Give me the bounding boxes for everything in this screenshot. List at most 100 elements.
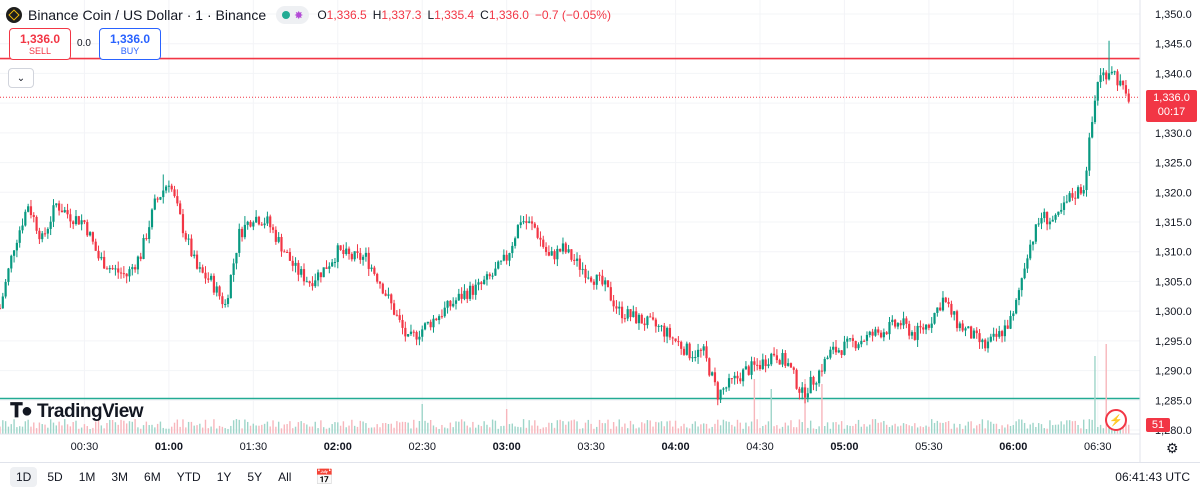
volume-bar bbox=[970, 421, 972, 434]
range-ytd[interactable]: YTD bbox=[176, 469, 201, 484]
candle-body bbox=[851, 338, 854, 342]
volume-bar bbox=[565, 424, 567, 434]
volume-bar bbox=[663, 426, 665, 434]
ohlc-close: C1,336.0 bbox=[480, 8, 529, 22]
ohlc-high: H1,337.3 bbox=[372, 8, 422, 22]
volume-bar bbox=[466, 425, 468, 434]
candle-body bbox=[635, 311, 638, 324]
price-tick-label: 1,325.0 bbox=[1155, 158, 1192, 170]
price-tick-label: 1,305.0 bbox=[1155, 276, 1192, 288]
volume-bar bbox=[376, 424, 378, 434]
range-all[interactable]: All bbox=[278, 469, 292, 484]
candle-body bbox=[142, 238, 145, 259]
volume-bar bbox=[945, 422, 947, 434]
price-tick-label: 1,345.0 bbox=[1155, 39, 1192, 51]
volume-bar bbox=[92, 427, 94, 434]
volume-bar bbox=[339, 425, 342, 434]
candle-body bbox=[595, 274, 598, 285]
volume-bar bbox=[717, 419, 719, 434]
binance-coin-icon bbox=[6, 7, 22, 23]
volume-bar bbox=[89, 428, 91, 434]
candle-body bbox=[1091, 122, 1094, 138]
candle-body bbox=[153, 198, 156, 210]
share-icon[interactable]: ✸ bbox=[294, 9, 304, 22]
volume-value-label: 51 bbox=[1146, 418, 1170, 432]
volume-bar bbox=[47, 427, 49, 434]
volume-bar bbox=[393, 427, 395, 434]
range-5y[interactable]: 5Y bbox=[247, 469, 263, 484]
volume-bar bbox=[584, 422, 587, 434]
candle-body bbox=[629, 309, 632, 318]
candle-body bbox=[989, 336, 992, 342]
volume-bar bbox=[86, 426, 88, 434]
candle-body bbox=[615, 306, 618, 309]
candle-body bbox=[618, 306, 621, 309]
candle-body bbox=[429, 321, 432, 328]
volume-bar bbox=[452, 427, 454, 434]
range-5d[interactable]: 5D bbox=[47, 469, 63, 484]
volume-bar bbox=[306, 424, 308, 434]
range-6m[interactable]: 6M bbox=[144, 469, 161, 484]
candle-body bbox=[274, 229, 277, 242]
candle-body bbox=[1012, 313, 1015, 317]
volume-bar bbox=[638, 427, 640, 434]
volume-bar bbox=[449, 422, 452, 434]
volume-bar bbox=[272, 420, 274, 434]
range-1y[interactable]: 1Y bbox=[216, 469, 232, 484]
candle-body bbox=[848, 338, 852, 340]
candle-body bbox=[896, 323, 900, 327]
volume-bar bbox=[947, 421, 950, 434]
collapse-legend-button[interactable]: ⌄ bbox=[8, 68, 34, 88]
volume-bar bbox=[643, 423, 646, 434]
range-3m[interactable]: 3M bbox=[111, 469, 129, 484]
volume-bar bbox=[677, 428, 680, 434]
range-1m[interactable]: 1M bbox=[78, 469, 96, 484]
clock-time[interactable]: 06:41:43 UTC bbox=[1115, 469, 1190, 484]
gear-icon[interactable]: ⚙ bbox=[1166, 440, 1179, 456]
market-status-pill[interactable]: ✸ bbox=[276, 6, 310, 24]
candle-body bbox=[238, 228, 241, 253]
volume-bar bbox=[781, 426, 784, 434]
candle-body bbox=[581, 268, 584, 270]
volume-bar bbox=[128, 421, 131, 434]
candle-body bbox=[421, 329, 424, 337]
volume-bar bbox=[280, 428, 283, 434]
candle-body bbox=[967, 326, 970, 329]
buy-button[interactable]: 1,336.0 BUY bbox=[99, 28, 161, 60]
last-price-label: 1,336.0 00:17 bbox=[1146, 90, 1197, 122]
range-1d[interactable]: 1D bbox=[10, 466, 38, 487]
volume-bar bbox=[714, 423, 716, 434]
calendar-icon[interactable]: 📅 bbox=[315, 468, 335, 486]
volume-bar bbox=[410, 428, 412, 434]
candle-body bbox=[713, 372, 717, 383]
volume-bar bbox=[49, 419, 52, 434]
candle-body bbox=[294, 262, 297, 266]
volume-bar bbox=[435, 427, 437, 434]
volume-bar bbox=[1046, 428, 1048, 434]
candle-body bbox=[544, 246, 548, 253]
candlestick-chart[interactable]: 1,280.01,285.01,290.01,295.01,300.01,305… bbox=[0, 0, 1200, 462]
candle-body bbox=[139, 256, 142, 259]
candle-body bbox=[66, 210, 69, 215]
candle-body bbox=[390, 294, 393, 304]
volume-bar bbox=[66, 424, 69, 434]
candle-body bbox=[643, 323, 646, 326]
volume-bar bbox=[472, 421, 474, 434]
candle-body bbox=[446, 300, 449, 308]
time-tick-label: 04:30 bbox=[746, 441, 774, 453]
volume-bar bbox=[359, 420, 361, 434]
candle-body bbox=[297, 262, 300, 275]
candle-body bbox=[1082, 190, 1085, 194]
symbol-title[interactable]: Binance Coin / US Dollar · 1 · Binance bbox=[28, 7, 267, 23]
volume-bar bbox=[798, 419, 801, 434]
volume-bar bbox=[607, 419, 609, 434]
candle-body bbox=[255, 216, 258, 223]
volume-bar bbox=[567, 421, 570, 434]
volume-bar bbox=[784, 422, 787, 434]
volume-bar bbox=[869, 424, 871, 434]
candle-body bbox=[823, 358, 826, 372]
volume-bar bbox=[719, 425, 722, 434]
sell-button[interactable]: 1,336.0 SELL bbox=[9, 28, 71, 60]
lightning-icon[interactable]: ⚡ bbox=[1105, 409, 1127, 431]
candle-body bbox=[438, 316, 441, 321]
